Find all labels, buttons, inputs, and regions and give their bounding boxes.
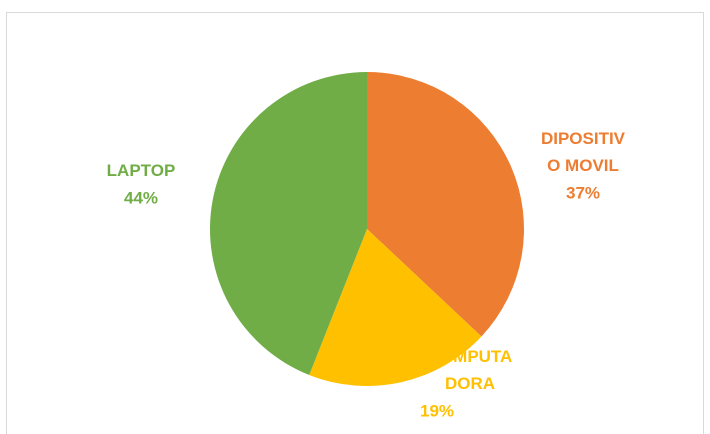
pie-slice <box>209 71 367 375</box>
pie-slice <box>367 72 525 337</box>
slice-label: COMPUTA DORA <box>428 347 513 393</box>
slice-value-label: 37% <box>566 183 600 202</box>
slice-label: LAPTOP <box>107 161 176 180</box>
slice-value-label: 44% <box>124 188 158 207</box>
slice-value-label: 19% <box>420 401 454 420</box>
slice-label: DIPOSITIV O MOVIL <box>541 129 626 175</box>
pie-slice <box>309 229 482 387</box>
